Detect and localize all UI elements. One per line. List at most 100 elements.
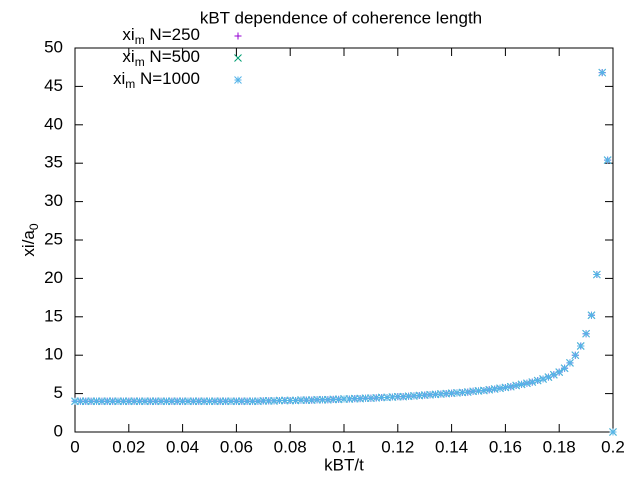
- point: [307, 396, 316, 404]
- point: [119, 397, 128, 406]
- point: [71, 397, 79, 406]
- y-tick-label: 15: [44, 306, 63, 325]
- point: [609, 428, 617, 436]
- point: [517, 380, 526, 389]
- point: [383, 393, 391, 402]
- point: [324, 395, 332, 404]
- point: [114, 397, 122, 406]
- y-tick-label: 5: [54, 383, 63, 402]
- point: [286, 396, 295, 405]
- point: [178, 397, 187, 406]
- y-tick-label: 0: [54, 421, 63, 440]
- legend-label: xim N=250: [122, 25, 200, 47]
- y-tick-label: 45: [44, 76, 63, 95]
- point: [280, 396, 289, 405]
- point: [141, 397, 149, 406]
- legend-label-rest: N=1000: [135, 69, 200, 88]
- point: [259, 397, 268, 405]
- point: [221, 397, 230, 406]
- point: [431, 390, 440, 399]
- point: [254, 397, 262, 406]
- point: [81, 397, 90, 406]
- point: [211, 397, 219, 406]
- point: [130, 397, 139, 406]
- point: [603, 156, 612, 164]
- point: [555, 368, 564, 376]
- point: [474, 387, 483, 395]
- point: [544, 373, 553, 381]
- point: [200, 397, 208, 406]
- point: [334, 395, 343, 404]
- point: [345, 395, 354, 403]
- point: [576, 342, 585, 350]
- point: [485, 385, 494, 394]
- point: [167, 397, 176, 406]
- point: [453, 388, 461, 397]
- x-tick-label: 0.18: [543, 437, 576, 456]
- point: [582, 329, 590, 338]
- point: [571, 351, 580, 360]
- point: [404, 392, 413, 401]
- point: [367, 394, 375, 403]
- x-tick-label: 0.06: [220, 437, 253, 456]
- point: [501, 383, 510, 392]
- legend-marker: [234, 76, 242, 84]
- x-tick-label: 0.1: [332, 437, 356, 456]
- point: [248, 397, 257, 406]
- point: [108, 397, 117, 406]
- point: [151, 397, 160, 406]
- point: [566, 359, 574, 367]
- legend-label-sub: m: [135, 55, 145, 69]
- point: [372, 393, 381, 402]
- point: [216, 397, 225, 406]
- point: [270, 397, 278, 405]
- legend-label-sub: m: [125, 77, 135, 91]
- point: [426, 390, 434, 399]
- point: [205, 397, 214, 406]
- y-label-sub: 0: [27, 223, 41, 230]
- x-tick-label: 0.16: [489, 437, 522, 456]
- point: [184, 397, 192, 406]
- point: [393, 392, 402, 401]
- point: [399, 392, 408, 401]
- point: [189, 397, 198, 406]
- y-tick-label: 30: [44, 191, 63, 210]
- x-tick-label: 0.08: [274, 437, 307, 456]
- legend-label-main: xi: [122, 25, 134, 44]
- point: [146, 397, 155, 406]
- point: [593, 270, 601, 279]
- point: [157, 397, 165, 406]
- legend-marker: [234, 32, 242, 40]
- point: [598, 68, 607, 77]
- point: [76, 397, 85, 406]
- point: [264, 397, 273, 405]
- y-tick-label: 20: [44, 268, 63, 287]
- y-axis-label: xi/a0: [19, 223, 41, 256]
- point: [302, 396, 311, 404]
- point: [528, 378, 537, 386]
- point: [415, 391, 424, 400]
- point: [361, 394, 370, 403]
- legend-label: xim N=500: [122, 47, 200, 69]
- point: [103, 397, 112, 406]
- y-tick-label: 50: [44, 37, 63, 56]
- point: [458, 388, 467, 397]
- point: [506, 382, 515, 391]
- point: [436, 390, 445, 398]
- point: [135, 397, 144, 406]
- point: [243, 397, 252, 406]
- legend-marker: [234, 54, 242, 62]
- point: [92, 397, 101, 406]
- point: [587, 311, 596, 320]
- y-tick-label: 10: [44, 345, 63, 364]
- point: [469, 387, 477, 396]
- point: [291, 396, 300, 405]
- legend-label: xim N=1000: [113, 69, 200, 91]
- y-tick-label: 35: [44, 153, 63, 172]
- point: [237, 397, 246, 406]
- point: [98, 397, 106, 406]
- x-tick-label: 0.12: [381, 437, 414, 456]
